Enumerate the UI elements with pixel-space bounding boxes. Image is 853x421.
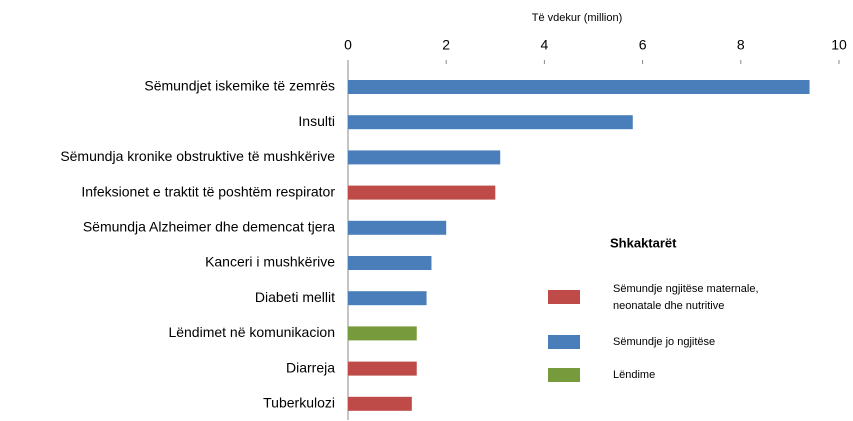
legend-label: Lëndime: [613, 369, 655, 381]
bar: [348, 256, 432, 270]
category-label: Tuberkulozi: [263, 395, 335, 411]
category-label: Kanceri i mushkërive: [205, 254, 335, 270]
bar: [348, 326, 417, 341]
legend-label: Sëmundje ngjitëse maternale, neonatale dh…: [613, 283, 759, 312]
legend-swatch: [548, 290, 580, 304]
category-label: Diabeti mellit: [255, 289, 335, 305]
x-tick-label: 6: [639, 37, 647, 53]
x-tick-label: 2: [442, 37, 450, 53]
legend-swatch: [548, 368, 580, 382]
bar: [348, 220, 447, 235]
legend-swatch: [548, 335, 580, 349]
x-tick-label: 10: [831, 37, 847, 53]
bar: [348, 150, 501, 165]
category-label: Lëndimet në komunikacion: [168, 324, 335, 340]
category-label: Sëmundja kronike obstruktive të mushkëri…: [60, 148, 335, 164]
legend-title: Shkaktarët: [610, 235, 677, 250]
bar: [348, 185, 496, 200]
legend-label: Sëmundje jo ngjitëse: [613, 336, 715, 348]
category-label: Insulti: [298, 113, 335, 129]
x-tick-label: 0: [344, 37, 352, 53]
category-label: Sëmundja Alzheimer dhe demencat tjera: [83, 219, 335, 235]
category-label: Infeksionet e traktit të poshtëm respira…: [81, 183, 335, 199]
x-tick-label: 4: [541, 37, 549, 53]
bar: [348, 396, 412, 411]
axis-title: Të vdekur (million): [532, 12, 622, 24]
category-label: Diarreja: [286, 359, 335, 375]
bar: [348, 361, 417, 376]
bar: [348, 291, 427, 306]
category-label: Sëmundjet iskemike të zemrës: [144, 78, 335, 94]
bar: [348, 115, 633, 130]
x-tick-label: 8: [737, 37, 745, 53]
bar: [348, 80, 810, 94]
